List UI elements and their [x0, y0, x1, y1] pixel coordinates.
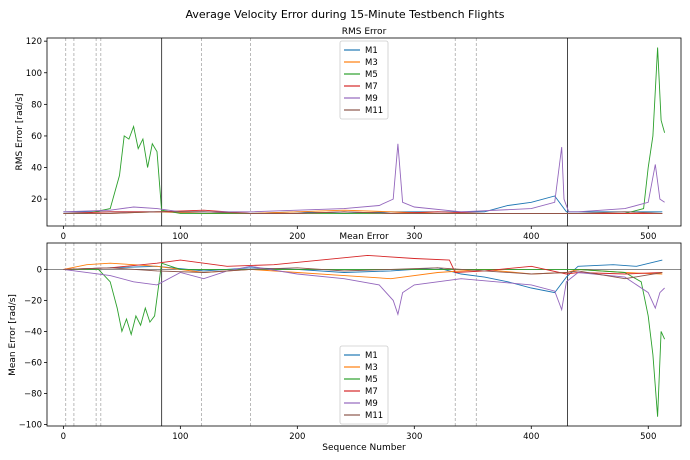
rms-series-m11: [63, 211, 663, 214]
mean-legend-label-m5: M5: [365, 375, 378, 385]
rms-y-tick-label: 120: [26, 37, 42, 47]
rms-x-tick-label: 100: [172, 232, 188, 242]
rms-x-tick-label: 200: [289, 232, 305, 242]
rms-panel-title: RMS Error: [342, 27, 387, 37]
mean-series-m9: [63, 265, 665, 316]
rms-legend-box: [339, 40, 389, 120]
mean-legend-label-m3: M3: [365, 363, 378, 373]
rms-x-tick-label: 0: [61, 232, 66, 242]
rms-y-tick-label: 60: [31, 132, 42, 142]
mean-x-tick-label: 0: [61, 432, 66, 442]
mean-legend-label-m9: M9: [365, 399, 378, 409]
mean-error-panel: Mean Error Mean Error [rad/s] 0 100 200 300…: [8, 232, 682, 442]
mean-axes-frame: [46, 242, 682, 427]
rms-legend: M1 M3 M5 M7 M9 M11: [339, 40, 389, 120]
mean-x-tick-label: 500: [640, 432, 656, 442]
mean-y-tick-label: −100: [19, 420, 42, 430]
figure-title: Average Velocity Error during 15-Minute …: [186, 8, 505, 21]
mean-x-tick-label: 100: [172, 432, 188, 442]
mean-y-tick-label: −80: [24, 389, 42, 399]
rms-y-tick-label: 100: [26, 69, 42, 79]
mean-series-m7: [63, 254, 663, 275]
mean-legend: M1 M3 M5 M7 M9 M11: [339, 345, 389, 425]
mean-series-m5: [63, 262, 666, 417]
mean-x-tick-label: 200: [289, 432, 305, 442]
rms-x-tick-label: 500: [640, 232, 656, 242]
rms-x-tick-label: 300: [406, 232, 422, 242]
rms-y-axis-label: RMS Error [rad/s]: [15, 93, 25, 170]
rms-series-m9: [63, 143, 665, 213]
mean-panel-title: Mean Error: [339, 232, 389, 242]
rms-y-tick-label: 20: [31, 195, 42, 205]
mean-series-m1: [63, 259, 663, 294]
mean-y-axis-label: Mean Error [rad/s]: [8, 294, 18, 376]
rms-legend-label-m7: M7: [365, 82, 378, 92]
rms-axes-frame: [46, 37, 682, 227]
rms-legend-label-m5: M5: [365, 70, 378, 80]
rms-legend-label-m11: M11: [365, 106, 383, 116]
mean-series-m11: [63, 267, 663, 280]
x-axis-label: Sequence Number: [322, 443, 406, 453]
rms-legend-label-m3: M3: [365, 58, 378, 68]
mean-x-tick-label: 400: [523, 432, 539, 442]
mean-legend-label-m1: M1: [365, 351, 378, 361]
mean-y-tick-label: 0: [37, 265, 42, 275]
mean-y-tick-label: −20: [24, 296, 42, 306]
mean-legend-box: [339, 345, 389, 425]
mean-y-tick-label: −60: [24, 358, 42, 368]
mean-legend-label-m11: M11: [365, 411, 383, 421]
rms-y-tick-label: 40: [31, 164, 42, 174]
rms-legend-label-m9: M9: [365, 94, 378, 104]
rms-legend-label-m1: M1: [365, 46, 378, 56]
rms-x-tick-label: 400: [523, 232, 539, 242]
mean-legend-label-m7: M7: [365, 387, 378, 397]
rms-error-panel: RMS Error RMS Error [rad/s] 0 100 200 300 40…: [15, 27, 682, 242]
mean-y-tick-label: −40: [24, 327, 42, 337]
rms-y-tick-label: 80: [31, 100, 42, 110]
mean-x-tick-label: 300: [406, 432, 422, 442]
